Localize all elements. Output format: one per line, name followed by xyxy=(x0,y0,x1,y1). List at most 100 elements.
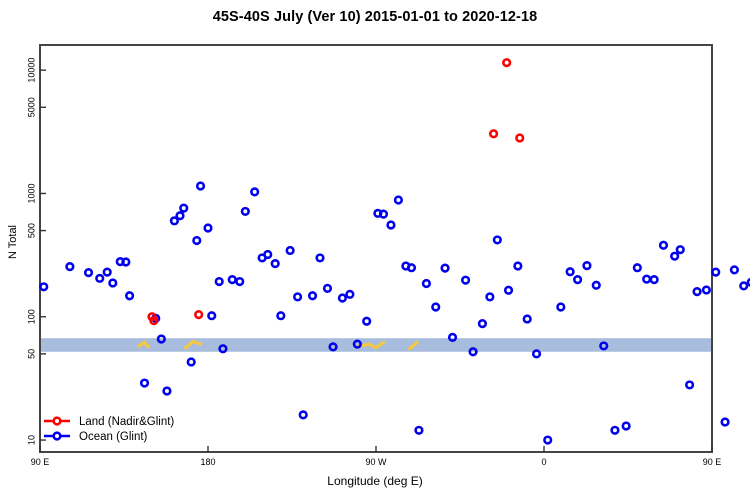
axis-box xyxy=(39,44,713,453)
data-point xyxy=(179,203,189,213)
y-axis-ticks: 10 50 100 500 1000 5000 10000 xyxy=(26,58,46,445)
data-point xyxy=(352,339,362,349)
data-point xyxy=(515,133,525,143)
data-point xyxy=(235,276,245,287)
data-point xyxy=(591,280,601,290)
data-point xyxy=(711,267,721,277)
data-point xyxy=(175,211,185,221)
legend-label: Land (Nadir&Glint) xyxy=(79,416,174,428)
data-point xyxy=(692,286,702,297)
data-point xyxy=(203,223,213,233)
data-point xyxy=(658,240,669,250)
data-point xyxy=(345,289,355,299)
y-tick-label: 10000 xyxy=(26,58,36,83)
data-point xyxy=(414,425,424,435)
data-point xyxy=(632,263,642,273)
data-point xyxy=(108,278,118,288)
y-tick-label: 5000 xyxy=(26,97,36,117)
data-point xyxy=(121,257,131,267)
data-point xyxy=(503,285,514,295)
coast-segment xyxy=(184,339,203,350)
data-point xyxy=(227,275,237,285)
series-land-nadir-glint xyxy=(147,58,525,326)
data-point xyxy=(729,265,740,275)
data-point xyxy=(610,425,620,435)
data-point xyxy=(565,267,575,277)
data-point xyxy=(186,357,196,367)
data-point xyxy=(642,274,652,284)
data-point xyxy=(322,283,333,293)
data-point xyxy=(218,344,228,354)
data-point xyxy=(684,380,695,390)
data-point xyxy=(65,262,75,272)
data-point xyxy=(746,277,750,287)
y-tick-label: 500 xyxy=(26,223,36,238)
data-point xyxy=(214,276,224,287)
data-point xyxy=(240,206,250,217)
data-point xyxy=(207,311,217,321)
data-point xyxy=(621,421,631,431)
data-point xyxy=(263,249,273,260)
data-point xyxy=(670,251,680,261)
legend-label: Ocean (Glint) xyxy=(79,431,148,443)
series-ocean-glint xyxy=(39,181,750,445)
reference-band-group xyxy=(41,338,712,352)
data-point xyxy=(156,334,166,344)
legend-marker xyxy=(52,431,62,441)
data-point xyxy=(477,319,488,329)
data-point xyxy=(270,258,280,269)
x-tick-label: 180 xyxy=(200,457,215,467)
data-point xyxy=(102,267,112,277)
x-tick-label: 90 E xyxy=(703,457,722,467)
coast-segment xyxy=(355,340,386,350)
data-point xyxy=(149,316,159,326)
data-point xyxy=(701,285,712,295)
data-point xyxy=(125,291,135,301)
x-tick-label: 90 E xyxy=(31,457,50,467)
data-point xyxy=(276,311,286,321)
data-point xyxy=(649,275,659,285)
data-point xyxy=(169,216,179,226)
data-point xyxy=(739,281,749,291)
coast-overlay-group xyxy=(137,339,419,351)
data-point xyxy=(95,273,105,283)
y-tick-label: 50 xyxy=(26,349,36,359)
data-point xyxy=(195,181,206,191)
data-point xyxy=(582,260,592,271)
data-point xyxy=(393,195,404,205)
data-point xyxy=(556,302,566,312)
data-point xyxy=(139,378,150,388)
y-tick-label: 10 xyxy=(26,435,36,445)
legend-marker xyxy=(52,416,62,426)
data-point xyxy=(362,316,372,326)
y-tick-label: 100 xyxy=(26,309,36,324)
y-tick-label: 1000 xyxy=(26,183,36,203)
data-point xyxy=(406,263,417,273)
data-point xyxy=(468,347,478,357)
data-point xyxy=(293,292,303,302)
data-point xyxy=(431,302,441,312)
data-point xyxy=(447,332,458,343)
coast-segment xyxy=(137,340,150,349)
data-point xyxy=(599,341,609,351)
data-point xyxy=(513,261,523,271)
data-point xyxy=(285,245,295,256)
data-point xyxy=(328,342,338,352)
data-point xyxy=(307,291,318,301)
axis-frame xyxy=(39,44,713,453)
data-point xyxy=(531,349,542,359)
data-point xyxy=(675,245,685,255)
data-point xyxy=(386,220,396,230)
x-tick-label: 0 xyxy=(541,457,546,467)
data-point xyxy=(489,129,499,139)
data-point xyxy=(485,292,495,302)
data-point xyxy=(250,187,260,197)
data-point xyxy=(378,209,389,219)
data-point xyxy=(194,310,204,320)
data-point xyxy=(720,417,730,427)
data-point xyxy=(83,268,94,278)
data-point xyxy=(440,263,450,273)
chart-legend: Land (Nadir&Glint) Ocean (Glint) xyxy=(44,416,174,443)
